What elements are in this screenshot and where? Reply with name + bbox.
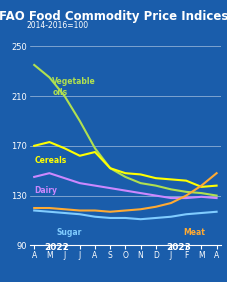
Text: 2014-2016=100: 2014-2016=100 bbox=[27, 21, 88, 30]
Text: 2022: 2022 bbox=[44, 243, 69, 252]
Text: Cereals: Cereals bbox=[34, 156, 66, 165]
Text: 2023: 2023 bbox=[165, 243, 190, 252]
Text: Meat: Meat bbox=[182, 228, 204, 237]
Text: FAO Food Commodity Price Indices: FAO Food Commodity Price Indices bbox=[0, 10, 227, 23]
Text: Vegetable
oils: Vegetable oils bbox=[52, 77, 96, 97]
Text: Dairy: Dairy bbox=[34, 186, 57, 195]
Text: Sugar: Sugar bbox=[57, 228, 82, 237]
